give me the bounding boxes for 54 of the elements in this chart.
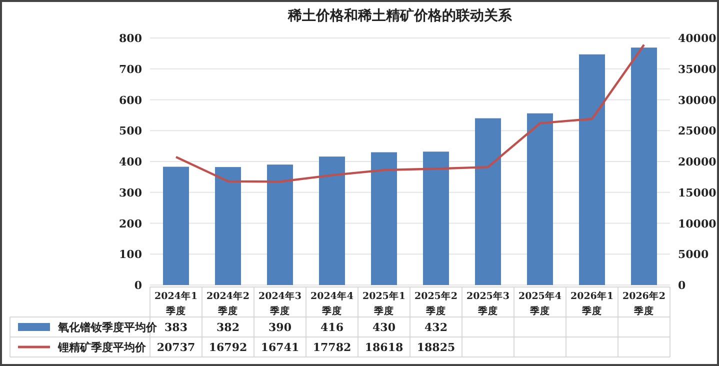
bar	[631, 48, 657, 285]
x-tick-label: 2026年1季度	[570, 290, 614, 317]
y2-tick-label: 15000	[678, 186, 717, 200]
bar	[163, 166, 189, 285]
data-label: 18825	[416, 341, 456, 354]
data-label: 383	[164, 321, 188, 334]
y2-tick-label: 40000	[678, 32, 717, 45]
bar	[215, 167, 241, 285]
legend-label: 氧化镨钕季度平均价	[57, 321, 158, 334]
x-tick-label: 2024年2季度	[206, 290, 250, 317]
data-label: 18618	[364, 341, 404, 354]
legend-label: 锂精矿季度平均价	[57, 341, 147, 354]
data-label: 16741	[260, 341, 300, 354]
data-label: 430	[372, 321, 396, 334]
x-tick-label: 2025年3季度	[466, 290, 510, 317]
y2-tick-label: 10000	[678, 217, 717, 230]
chart-title: 稀土价格和稀土精矿价格的联动关系	[287, 7, 513, 24]
x-tick-label: 2026年2季度	[622, 290, 666, 317]
bar	[579, 54, 605, 285]
y2-tick-label: 5000	[678, 248, 709, 262]
y2-tick-label: 25000	[678, 124, 717, 138]
data-label: 16792	[208, 341, 248, 354]
y2-tick-label: 20000	[678, 156, 717, 168]
y-tick-label: 100	[119, 248, 142, 262]
y-tick-label: 700	[119, 62, 142, 76]
y-tick-label: 800	[119, 32, 142, 45]
data-label: 390	[268, 321, 292, 334]
data-label: 432	[424, 321, 448, 334]
x-tick-label: 2025年4季度	[518, 290, 562, 317]
line-series	[174, 44, 646, 183]
bar	[475, 118, 501, 285]
x-tick-label: 2024年4季度	[310, 290, 354, 317]
x-tick-label: 2024年1季度	[154, 290, 198, 317]
bar	[371, 152, 397, 285]
y-tick-label: 200	[119, 217, 142, 230]
data-label: 17782	[312, 341, 352, 354]
x-tick-label: 2025年2季度	[414, 290, 458, 317]
y-tick-label: 500	[119, 124, 142, 138]
data-label: 416	[320, 321, 344, 334]
bar	[267, 164, 293, 285]
data-label: 20737	[156, 341, 196, 354]
y-tick-label: 0	[134, 279, 142, 292]
y-tick-label: 400	[119, 156, 142, 168]
x-tick-label: 2025年1季度	[362, 290, 406, 317]
y2-tick-label: 0	[678, 279, 686, 292]
bar	[319, 156, 345, 285]
bar	[423, 152, 449, 285]
y2-tick-label: 30000	[678, 94, 717, 107]
y-tick-label: 300	[119, 186, 142, 200]
y-tick-label: 600	[119, 94, 142, 107]
data-label: 382	[216, 321, 240, 334]
bar	[527, 113, 553, 285]
y2-tick-label: 35000	[678, 62, 717, 76]
x-tick-label: 2024年3季度	[258, 290, 302, 317]
